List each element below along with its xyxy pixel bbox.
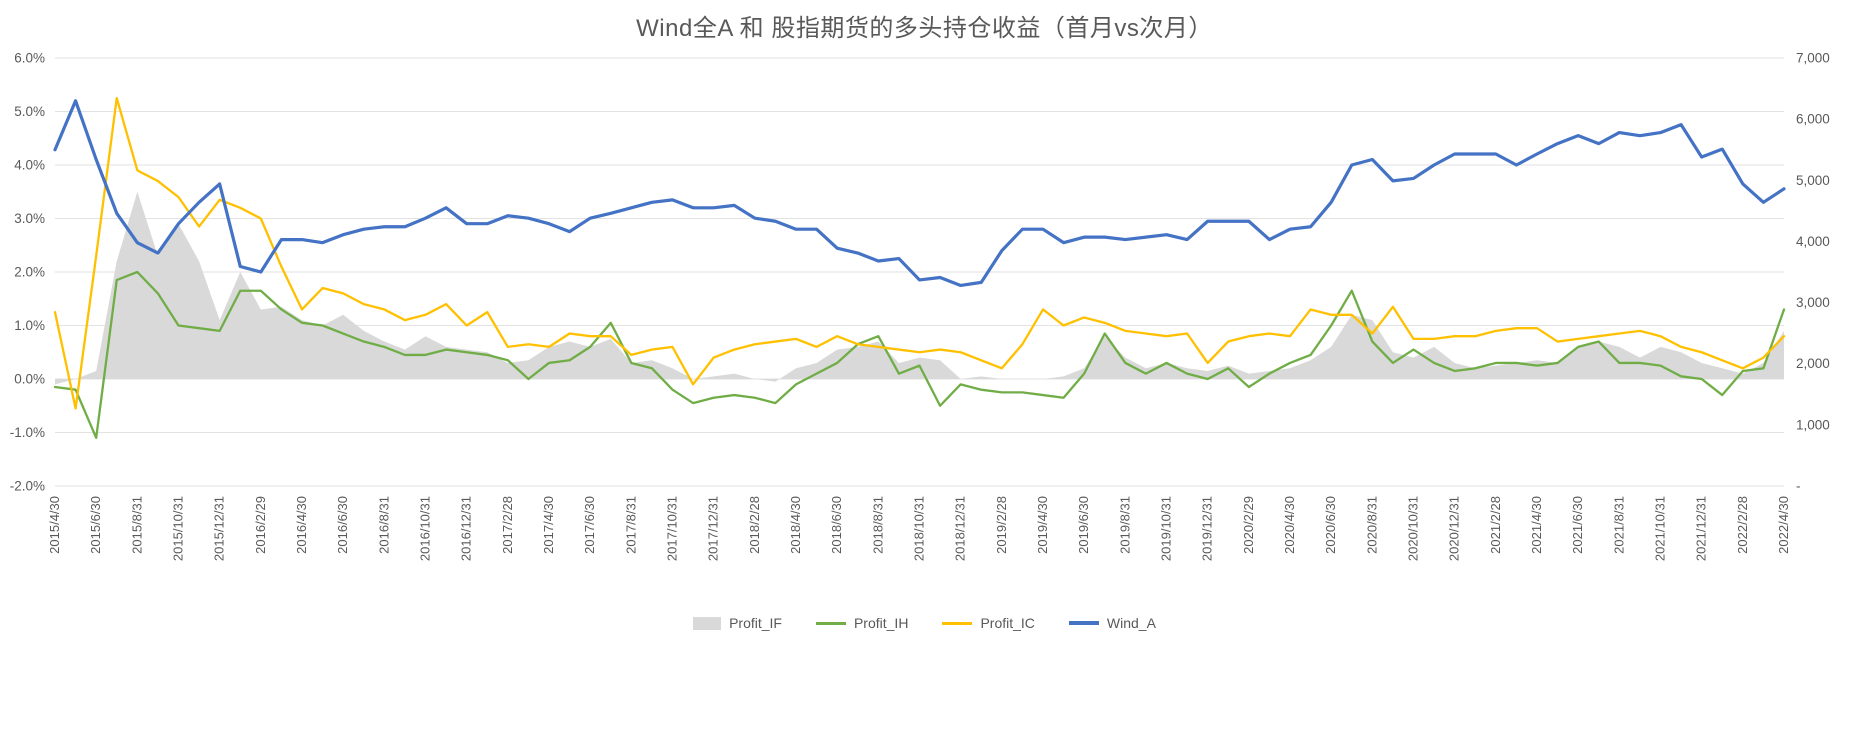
line-swatch-icon <box>942 621 973 625</box>
svg-text:2018/8/31: 2018/8/31 <box>870 496 885 554</box>
svg-text:2019/10/31: 2019/10/31 <box>1159 496 1174 561</box>
svg-text:2020/10/31: 2020/10/31 <box>1406 496 1421 561</box>
svg-text:3,000: 3,000 <box>1796 295 1830 310</box>
svg-text:2020/8/31: 2020/8/31 <box>1364 496 1379 554</box>
svg-text:3.0%: 3.0% <box>14 211 45 226</box>
legend-item-profit-ih: Profit_IH <box>815 615 909 631</box>
svg-text:2017/2/28: 2017/2/28 <box>500 496 515 554</box>
svg-text:6,000: 6,000 <box>1796 112 1830 127</box>
svg-text:2021/4/30: 2021/4/30 <box>1529 496 1544 554</box>
svg-text:2015/10/31: 2015/10/31 <box>171 496 186 561</box>
svg-text:2022/4/30: 2022/4/30 <box>1776 496 1791 554</box>
chart-plot: 6.0% 5.0% 4.0% 3.0% 2.0% 1.0% 0.0% -1.0% -2.0% 7,… <box>10 51 1830 562</box>
svg-text:1.0%: 1.0% <box>14 318 45 333</box>
svg-text:-: - <box>1796 479 1801 494</box>
legend-item-wind-a: Wind_A <box>1068 615 1156 631</box>
svg-text:1,000: 1,000 <box>1796 417 1830 432</box>
svg-text:2019/12/31: 2019/12/31 <box>1200 496 1215 561</box>
legend-label: Wind_A <box>1106 615 1156 631</box>
line-swatch-icon <box>815 621 846 625</box>
svg-text:2016/6/30: 2016/6/30 <box>335 496 350 554</box>
legend-item-profit-if: Profit_IF <box>693 615 782 631</box>
svg-text:2015/12/31: 2015/12/31 <box>212 496 227 561</box>
svg-text:2016/8/31: 2016/8/31 <box>376 496 391 554</box>
legend-item-profit-ic: Profit_IC <box>942 615 1035 631</box>
svg-text:2019/2/28: 2019/2/28 <box>994 496 1009 554</box>
area-swatch-icon <box>693 616 722 630</box>
svg-text:2017/12/31: 2017/12/31 <box>706 496 721 561</box>
svg-text:2016/10/31: 2016/10/31 <box>418 496 433 561</box>
svg-text:2018/10/31: 2018/10/31 <box>912 496 927 561</box>
svg-text:2015/8/31: 2015/8/31 <box>129 496 144 554</box>
svg-text:2021/2/28: 2021/2/28 <box>1488 496 1503 554</box>
svg-text:0.0%: 0.0% <box>14 372 45 387</box>
svg-text:2020/6/30: 2020/6/30 <box>1323 496 1338 554</box>
svg-text:2018/6/30: 2018/6/30 <box>829 496 844 554</box>
svg-text:2.0%: 2.0% <box>14 265 45 280</box>
legend-label: Profit_IC <box>980 615 1035 631</box>
svg-text:6.0%: 6.0% <box>14 51 45 66</box>
legend-label: Profit_IF <box>729 615 782 631</box>
svg-text:4,000: 4,000 <box>1796 234 1830 249</box>
svg-text:2017/6/30: 2017/6/30 <box>582 496 597 554</box>
svg-text:2016/4/30: 2016/4/30 <box>294 496 309 554</box>
svg-text:2018/12/31: 2018/12/31 <box>953 496 968 561</box>
svg-text:2022/2/28: 2022/2/28 <box>1735 496 1750 554</box>
svg-text:2020/2/29: 2020/2/29 <box>1241 496 1256 554</box>
svg-text:5,000: 5,000 <box>1796 173 1830 188</box>
svg-text:2018/4/30: 2018/4/30 <box>788 496 803 554</box>
svg-text:2021/12/31: 2021/12/31 <box>1694 496 1709 561</box>
svg-text:-1.0%: -1.0% <box>10 425 45 440</box>
svg-text:2017/8/31: 2017/8/31 <box>623 496 638 554</box>
svg-text:2017/10/31: 2017/10/31 <box>665 496 680 561</box>
svg-text:2019/8/31: 2019/8/31 <box>1117 496 1132 554</box>
svg-text:2015/6/30: 2015/6/30 <box>88 496 103 554</box>
svg-text:2020/12/31: 2020/12/31 <box>1447 496 1462 561</box>
line-swatch-icon <box>1068 621 1099 625</box>
svg-text:2020/4/30: 2020/4/30 <box>1282 496 1297 554</box>
svg-text:-2.0%: -2.0% <box>10 479 45 494</box>
legend: Profit_IF Profit_IH Profit_IC Wind_A <box>0 606 1849 640</box>
svg-text:2019/6/30: 2019/6/30 <box>1076 496 1091 554</box>
svg-text:2019/4/30: 2019/4/30 <box>1035 496 1050 554</box>
svg-text:2021/8/31: 2021/8/31 <box>1611 496 1626 554</box>
svg-text:2,000: 2,000 <box>1796 356 1830 371</box>
svg-text:2016/2/29: 2016/2/29 <box>253 496 268 554</box>
svg-text:2016/12/31: 2016/12/31 <box>459 496 474 561</box>
svg-text:2021/6/30: 2021/6/30 <box>1570 496 1585 554</box>
svg-text:2017/4/30: 2017/4/30 <box>541 496 556 554</box>
legend-label: Profit_IH <box>853 615 909 631</box>
svg-text:2021/10/31: 2021/10/31 <box>1653 496 1668 561</box>
chart-title: Wind全A 和 股指期货的多头持仓收益（首月vs次月） <box>636 15 1213 42</box>
svg-text:2018/2/28: 2018/2/28 <box>747 496 762 554</box>
svg-text:5.0%: 5.0% <box>14 104 45 119</box>
svg-text:2015/4/30: 2015/4/30 <box>47 496 62 554</box>
svg-text:7,000: 7,000 <box>1796 51 1830 66</box>
svg-text:4.0%: 4.0% <box>14 158 45 173</box>
